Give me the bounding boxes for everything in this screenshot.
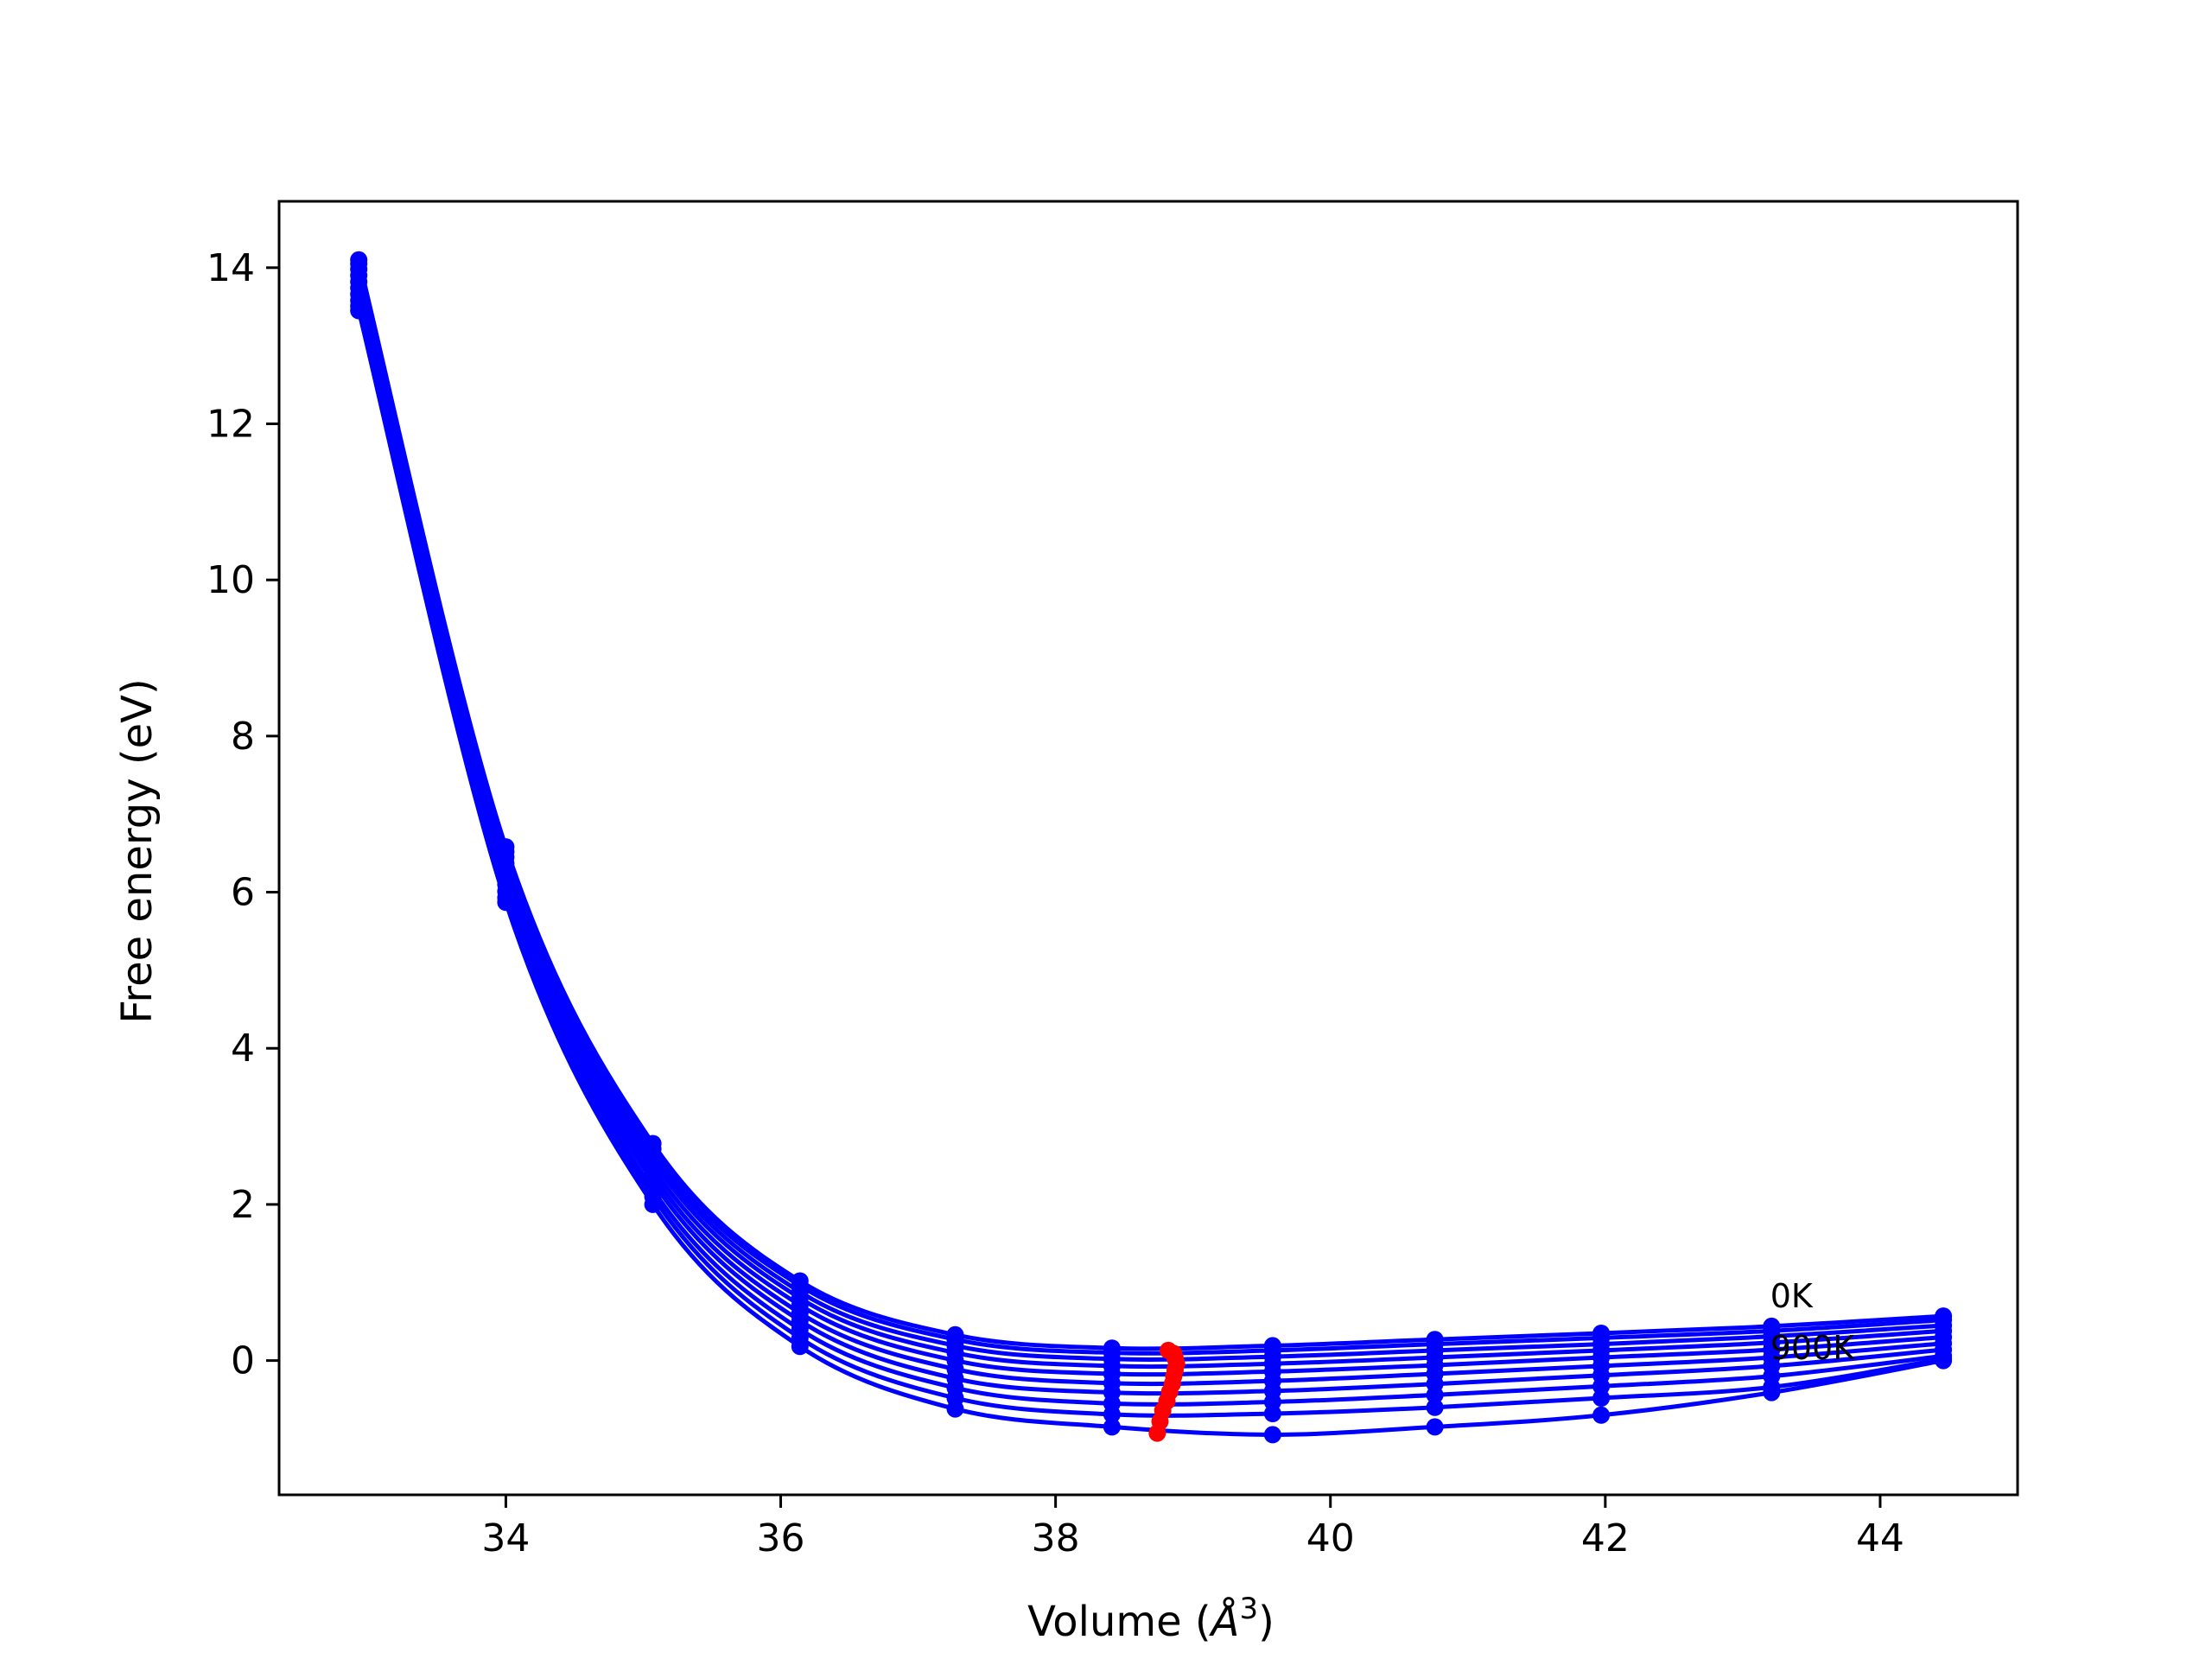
data-point-900k-5: [1103, 1418, 1121, 1436]
y-tick-label: 14: [207, 246, 255, 290]
x-tick-label: 42: [1581, 1516, 1630, 1560]
data-point-800k-7: [1426, 1398, 1444, 1416]
y-tick-label: 6: [231, 871, 255, 915]
plot-frame: [277, 200, 2019, 1497]
x-tick-label: 40: [1306, 1516, 1355, 1560]
y-tick-label: 0: [231, 1339, 255, 1383]
curve-group: [356, 259, 1944, 1437]
data-point-800k-8: [1592, 1389, 1611, 1407]
data-point-700k-7: [1426, 1386, 1444, 1404]
marker-group: [350, 251, 1953, 1444]
x-axis-ticks: 34 36 38 40 42 44: [481, 1495, 1904, 1560]
data-point-900k-6: [1263, 1426, 1281, 1444]
equilibrium-group: [1148, 1341, 1185, 1442]
equilibrium-point-11: [1148, 1424, 1166, 1442]
curve-0k: [356, 259, 1944, 1351]
data-point-900k-3: [791, 1338, 809, 1356]
y-tick-label: 4: [231, 1027, 255, 1071]
curve-800k: [356, 305, 1944, 1418]
annotation-0k: 0K: [1770, 1277, 1814, 1315]
y-tick-label: 2: [231, 1183, 255, 1227]
curve-400k: [356, 281, 1944, 1377]
annotation-group: 0K 900K: [1770, 1277, 1856, 1367]
x-tick-label: 44: [1856, 1516, 1904, 1560]
y-tick-label: 8: [231, 715, 255, 759]
annotation-900k: 900K: [1770, 1329, 1856, 1367]
curve-700k: [356, 300, 1944, 1407]
data-point-900k-7: [1426, 1418, 1444, 1436]
data-point-900k-10: [1935, 1351, 1953, 1370]
data-point-800k-5: [1103, 1405, 1121, 1423]
curve-500k: [356, 287, 1944, 1387]
data-point-800k-6: [1263, 1405, 1281, 1422]
curve-200k: [356, 268, 1944, 1362]
y-axis-ticks: 0 2 4 6 8 10 12 14: [207, 246, 279, 1383]
curve-100k: [356, 263, 1944, 1356]
data-point-900k-1: [497, 893, 515, 912]
data-point-900k-4: [946, 1400, 964, 1418]
data-point-900k-8: [1592, 1406, 1611, 1424]
data-point-900k-0: [350, 302, 368, 320]
curve-300k: [356, 275, 1944, 1370]
curve-600k: [356, 293, 1944, 1396]
x-tick-label: 34: [481, 1516, 530, 1560]
x-tick-label: 36: [757, 1516, 805, 1560]
x-axis-label: Volume (Å3): [1027, 1592, 1274, 1646]
curve-900k: [356, 309, 1944, 1437]
data-point-900k-9: [1763, 1383, 1781, 1402]
y-tick-label: 10: [207, 558, 255, 602]
data-point-900k-2: [644, 1195, 662, 1213]
y-tick-label: 12: [207, 402, 255, 446]
x-tick-label: 38: [1032, 1516, 1080, 1560]
y-axis-label: Free energy (eV): [113, 678, 162, 1023]
